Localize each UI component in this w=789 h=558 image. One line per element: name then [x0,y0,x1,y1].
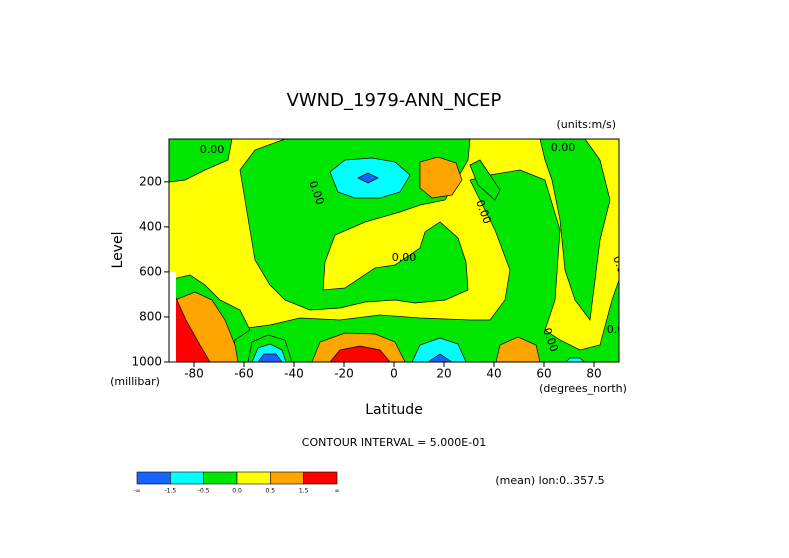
y-axis-title: Level [110,232,126,269]
contour-region [329,345,391,362]
x-tick-label: 0 [390,367,398,381]
contour-region [539,139,611,321]
x-tick-label: 20 [436,367,451,381]
x-axis-unit: (degrees_north) [539,382,627,395]
y-tick-label: 800 [139,309,162,323]
contour-region [469,159,501,201]
x-tick-label: -20 [334,367,354,381]
contour-region [357,172,379,184]
contour-label: 0.00 [607,323,632,336]
contour-label: 0.00 [200,143,225,156]
contour-label: 0.00 [610,254,631,281]
x-tick-label: -40 [284,367,304,381]
contour-interval: CONTOUR INTERVAL = 5.000E-01 [302,436,486,449]
colorbar-label: ∞ [335,488,340,495]
x-tick-label: 80 [586,367,601,381]
y-tick-label: 600 [139,264,162,278]
contour-region [411,337,467,362]
y-tick-label: 200 [139,174,162,188]
contour-label: 0.00 [392,251,417,264]
colorbar-label: 0.5 [266,488,276,495]
colorbar-box [136,471,171,485]
plot-area: 0.000.000.000.000.000.000.000.00 [169,139,632,362]
colorbar-label: 1.5 [299,488,309,495]
contour-region [565,357,585,362]
y-axis-unit: (millibar) [110,375,160,388]
colorbar-box [270,471,304,485]
colorbar-box [170,471,204,485]
y-tick-label: 1000 [131,355,162,369]
contour-region [169,139,233,183]
x-tick-label: 60 [536,367,551,381]
chart-title: VWND_1979-ANN_NCEP [287,90,502,111]
contour-region [257,353,283,362]
contour-region [427,353,453,362]
contour-region [239,139,471,311]
contour-region [419,156,463,199]
colorbar-label: 0.0 [232,488,242,495]
colorbar-label: -∞ [133,488,140,495]
x-axis-title: Latitude [365,402,423,418]
colorbar-label: -0.5 [198,488,210,495]
region-note: (mean) lon:0..357.5 [495,474,604,487]
colorbar-box [203,471,238,485]
colorbar-box [303,471,338,485]
colorbar-box [236,471,271,485]
contour-label: 0.00 [551,141,576,154]
y-tick-label: 400 [139,219,162,233]
contour-region [495,336,541,362]
x-tick-label: -80 [184,367,204,381]
x-tick-label: -60 [234,367,254,381]
missing-region [169,272,176,362]
colorbar-label: -1.5 [164,488,176,495]
x-tick-label: 40 [486,367,501,381]
units-label: (units:m/s) [557,118,617,131]
